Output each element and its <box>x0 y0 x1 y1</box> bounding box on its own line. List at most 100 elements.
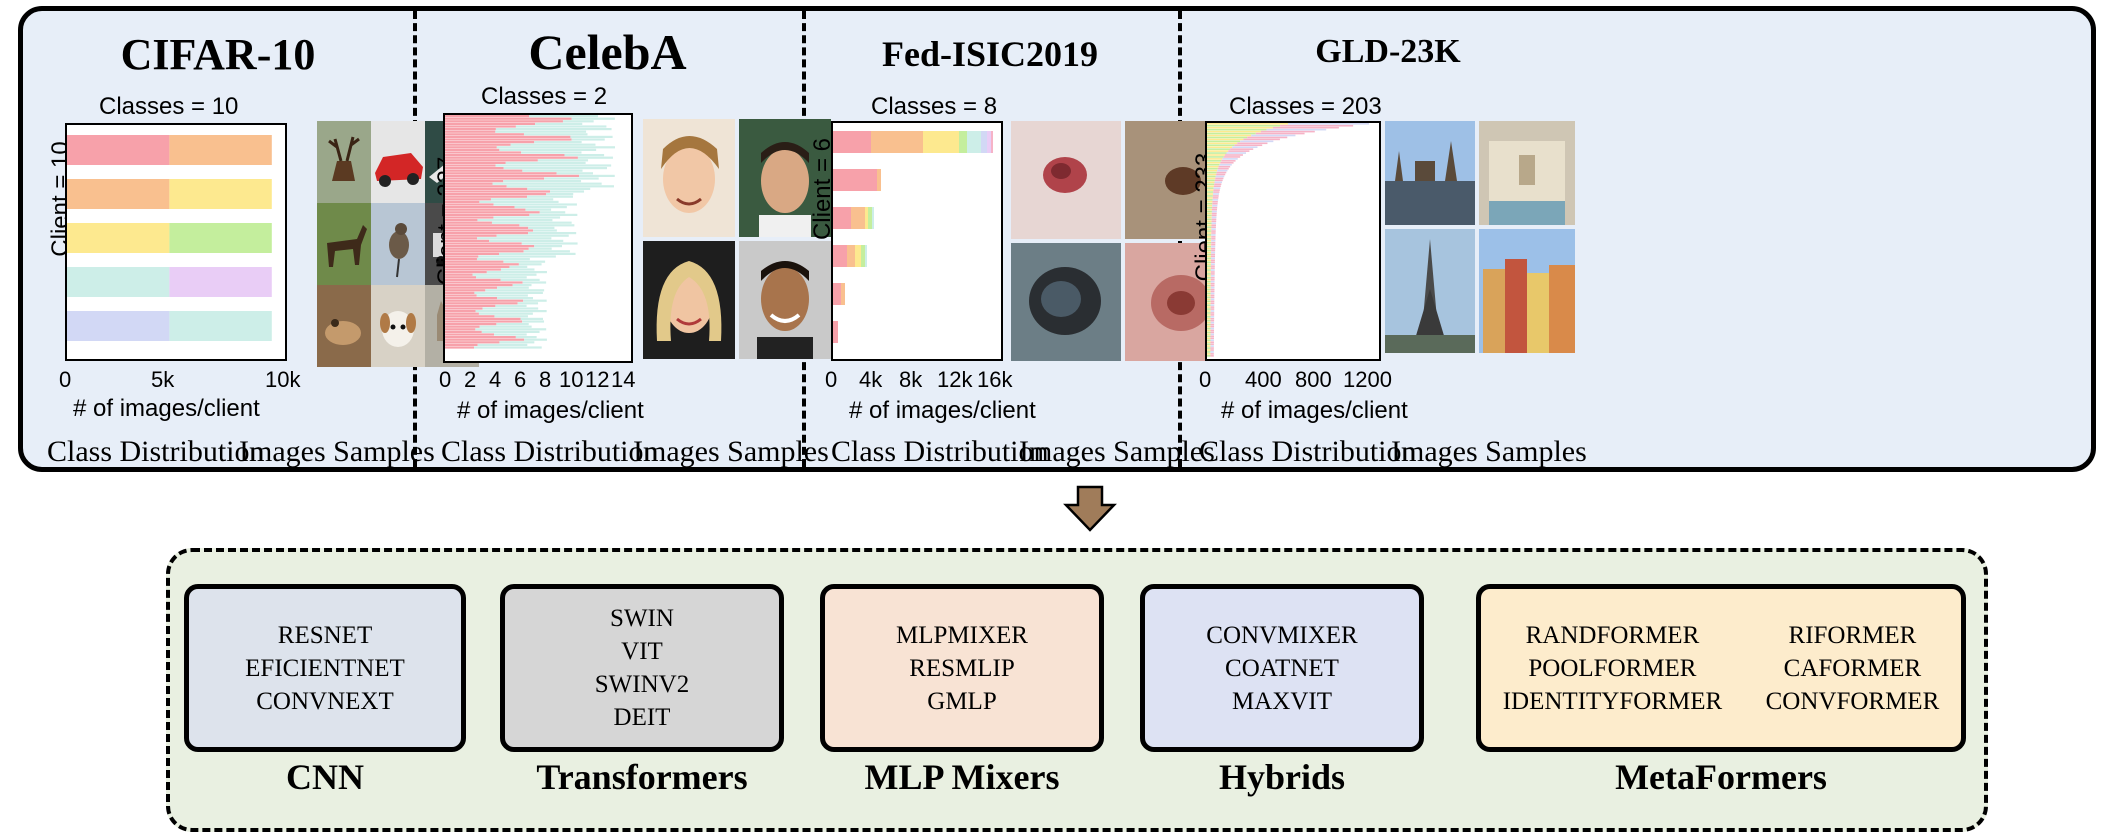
distribution-bar-segment <box>1207 277 1211 279</box>
distribution-bar-segment <box>67 311 170 341</box>
distribution-bar-segment <box>1221 160 1236 162</box>
distribution-bar-segment <box>855 245 861 267</box>
distribution-bar-segment <box>1207 189 1214 191</box>
distribution-bar-segment <box>1210 319 1215 322</box>
distribution-bar-segment <box>169 311 272 341</box>
distribution-bar-segment <box>1207 321 1211 324</box>
distribution-bar-segment <box>535 122 583 125</box>
model-name: MAXVIT <box>1232 687 1332 715</box>
distribution-bar-segment <box>499 341 535 344</box>
distribution-bar-segment <box>1210 343 1214 345</box>
distribution-bar-segment <box>1207 331 1211 334</box>
distribution-bar-segment <box>445 304 496 307</box>
image-samples-caption: Images Samples <box>1019 435 1215 468</box>
distribution-bar-segment <box>445 125 516 128</box>
distribution-bar-segment <box>1207 204 1213 207</box>
distribution-bar-segment <box>833 245 847 267</box>
distribution-bar-segment <box>1214 179 1223 182</box>
down-arrow-icon <box>1063 485 1117 532</box>
distribution-bar-segment <box>476 276 527 279</box>
distribution-bar-segment <box>1207 228 1212 230</box>
class-distribution-bars <box>67 135 272 341</box>
distribution-bar-segment <box>1207 163 1220 166</box>
distribution-bar-segment <box>445 317 521 320</box>
distribution-bar-segment <box>445 133 524 136</box>
x-tick: 16k <box>977 367 1013 392</box>
distribution-bar-segment <box>1211 210 1217 213</box>
distribution-bar-segment <box>445 320 523 323</box>
distribution-bar-segment <box>1232 146 1258 148</box>
distribution-bar-segment <box>476 258 530 261</box>
distribution-bar-segment <box>1207 193 1214 195</box>
distribution-bar-segment <box>503 260 546 263</box>
distribution-bar-segment <box>1207 148 1231 150</box>
model-name: VIT <box>621 638 663 665</box>
distribution-bar-segment <box>865 207 868 229</box>
distribution-bar-segment <box>445 195 528 198</box>
distribution-bar-segment <box>1212 204 1218 207</box>
distribution-bar-segment <box>1210 321 1215 324</box>
distribution-bar-segment <box>877 169 881 191</box>
distribution-bar-segment <box>1207 251 1212 254</box>
distribution-bar-segment <box>923 131 959 153</box>
distribution-bar-segment <box>564 154 605 157</box>
distribution-bar-segment <box>496 234 569 237</box>
distribution-bar-segment <box>523 299 547 302</box>
class-distribution-caption: Class Distribution <box>1199 435 1417 468</box>
x-axis-label: # of images/client <box>457 397 644 424</box>
distribution-bar-segment <box>1211 224 1216 226</box>
distribution-bar-segment <box>445 115 530 118</box>
distribution-bar-segment <box>528 226 555 229</box>
distribution-bar-segment <box>494 333 527 336</box>
distribution-bar-segment <box>981 131 987 153</box>
distribution-bar-segment <box>445 325 480 328</box>
distribution-bar-segment <box>1215 177 1224 180</box>
distribution-bar-segment <box>472 273 537 276</box>
class-distribution-bars <box>1207 123 1369 357</box>
distribution-bar-segment <box>445 245 535 248</box>
distribution-bar-segment <box>1212 208 1218 211</box>
dataset-title: CIFAR-10 <box>120 30 316 79</box>
image-samples <box>1385 121 1575 353</box>
model-name: IDENTITYFORMER <box>1502 687 1723 715</box>
distribution-bar-segment <box>1207 290 1211 293</box>
distribution-bar-segment <box>1210 288 1215 291</box>
distribution-bar-segment <box>1207 144 1235 147</box>
distribution-bar-segment <box>1210 261 1215 264</box>
distribution-bar-segment <box>1207 202 1213 205</box>
x-tick: 800 <box>1295 367 1332 392</box>
distribution-bar-segment <box>527 187 591 190</box>
distribution-bar-segment <box>445 302 518 305</box>
distribution-bar-segment <box>445 169 523 172</box>
distribution-bar-segment <box>1207 175 1216 178</box>
distribution-bar-segment <box>1207 339 1211 342</box>
face-sample-image <box>643 241 735 359</box>
distribution-bar-segment <box>1207 345 1211 347</box>
distribution-bar-segment <box>1213 191 1220 193</box>
distribution-bar-segment <box>841 283 845 305</box>
class-distribution-caption: Class Distribution <box>47 435 265 468</box>
x-tick: 1200 <box>1343 367 1392 392</box>
distribution-bar-segment <box>505 161 586 164</box>
distribution-bar-segment <box>1211 218 1217 221</box>
distribution-bar-segment <box>1207 243 1212 246</box>
distribution-bar-segment <box>1207 349 1211 351</box>
distribution-bar-segment <box>1207 302 1211 304</box>
distribution-bar-segment <box>1207 123 1288 125</box>
model-name: CONVMIXER <box>1206 621 1358 649</box>
distribution-bar-segment <box>1211 255 1216 258</box>
distribution-bar-segment <box>1207 269 1211 271</box>
metaformers-models-box: RANDFORMER POOLFORMER IDENTITYFORMER RIF… <box>1476 584 1966 752</box>
distribution-bar-segment <box>1210 316 1215 318</box>
mlp-mixers-models-box: MLPMIXER RESMLIP GMLP <box>820 584 1104 752</box>
distribution-bar-segment <box>445 208 526 211</box>
distribution-bar-segment <box>987 131 991 153</box>
distribution-bar-segment <box>865 245 867 267</box>
distribution-bar-segment <box>1243 138 1280 141</box>
distribution-bar-segment <box>1217 167 1229 170</box>
x-tick: 5k <box>151 367 175 392</box>
distribution-bar-segment <box>1207 142 1238 145</box>
distribution-bar-segment <box>1207 308 1211 310</box>
class-distribution-plot <box>831 121 1003 361</box>
distribution-bar-segment <box>479 200 559 203</box>
